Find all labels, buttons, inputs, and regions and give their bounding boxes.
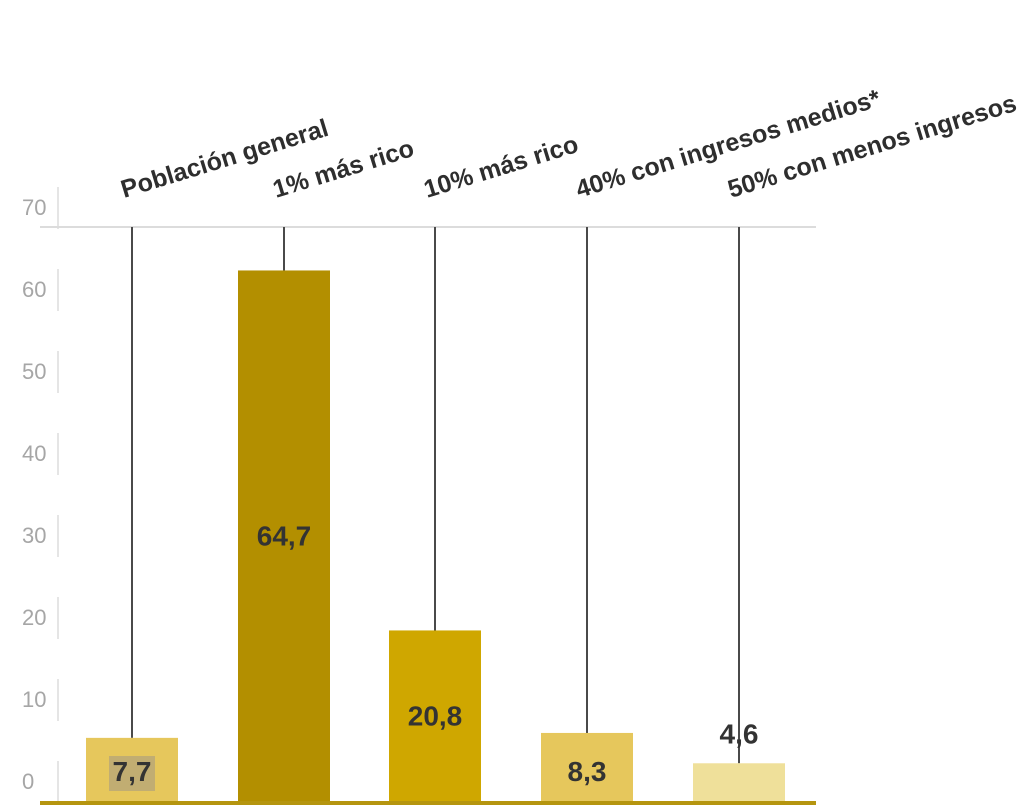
value-label: 64,7 [257, 521, 312, 552]
y-tick-label: 10 [22, 687, 46, 712]
value-label: 7,7 [113, 756, 152, 787]
y-tick-label: 30 [22, 523, 46, 548]
y-tick-label: 50 [22, 359, 46, 384]
y-tick-label: 70 [22, 195, 46, 220]
value-label: 8,3 [568, 756, 607, 787]
bar [541, 732, 633, 801]
value-label: 4,6 [720, 718, 759, 749]
y-axis: 0 10 20 30 40 50 60 70 [22, 187, 816, 805]
value-label-highlight [109, 756, 155, 791]
bar [238, 270, 330, 802]
category-stems [131, 227, 740, 764]
value-labels: 7,7 64,7 20,8 8,3 4,6 [109, 521, 758, 791]
value-label: 20,8 [408, 701, 463, 732]
y-tick-label: 40 [22, 441, 46, 466]
bar [693, 763, 785, 801]
category-label: 10% más rico [421, 130, 582, 204]
y-tick-label: 60 [22, 277, 46, 302]
y-tick-label: 0 [22, 769, 34, 794]
bars [86, 270, 785, 802]
y-tick-label: 20 [22, 605, 46, 630]
bar [389, 630, 481, 801]
